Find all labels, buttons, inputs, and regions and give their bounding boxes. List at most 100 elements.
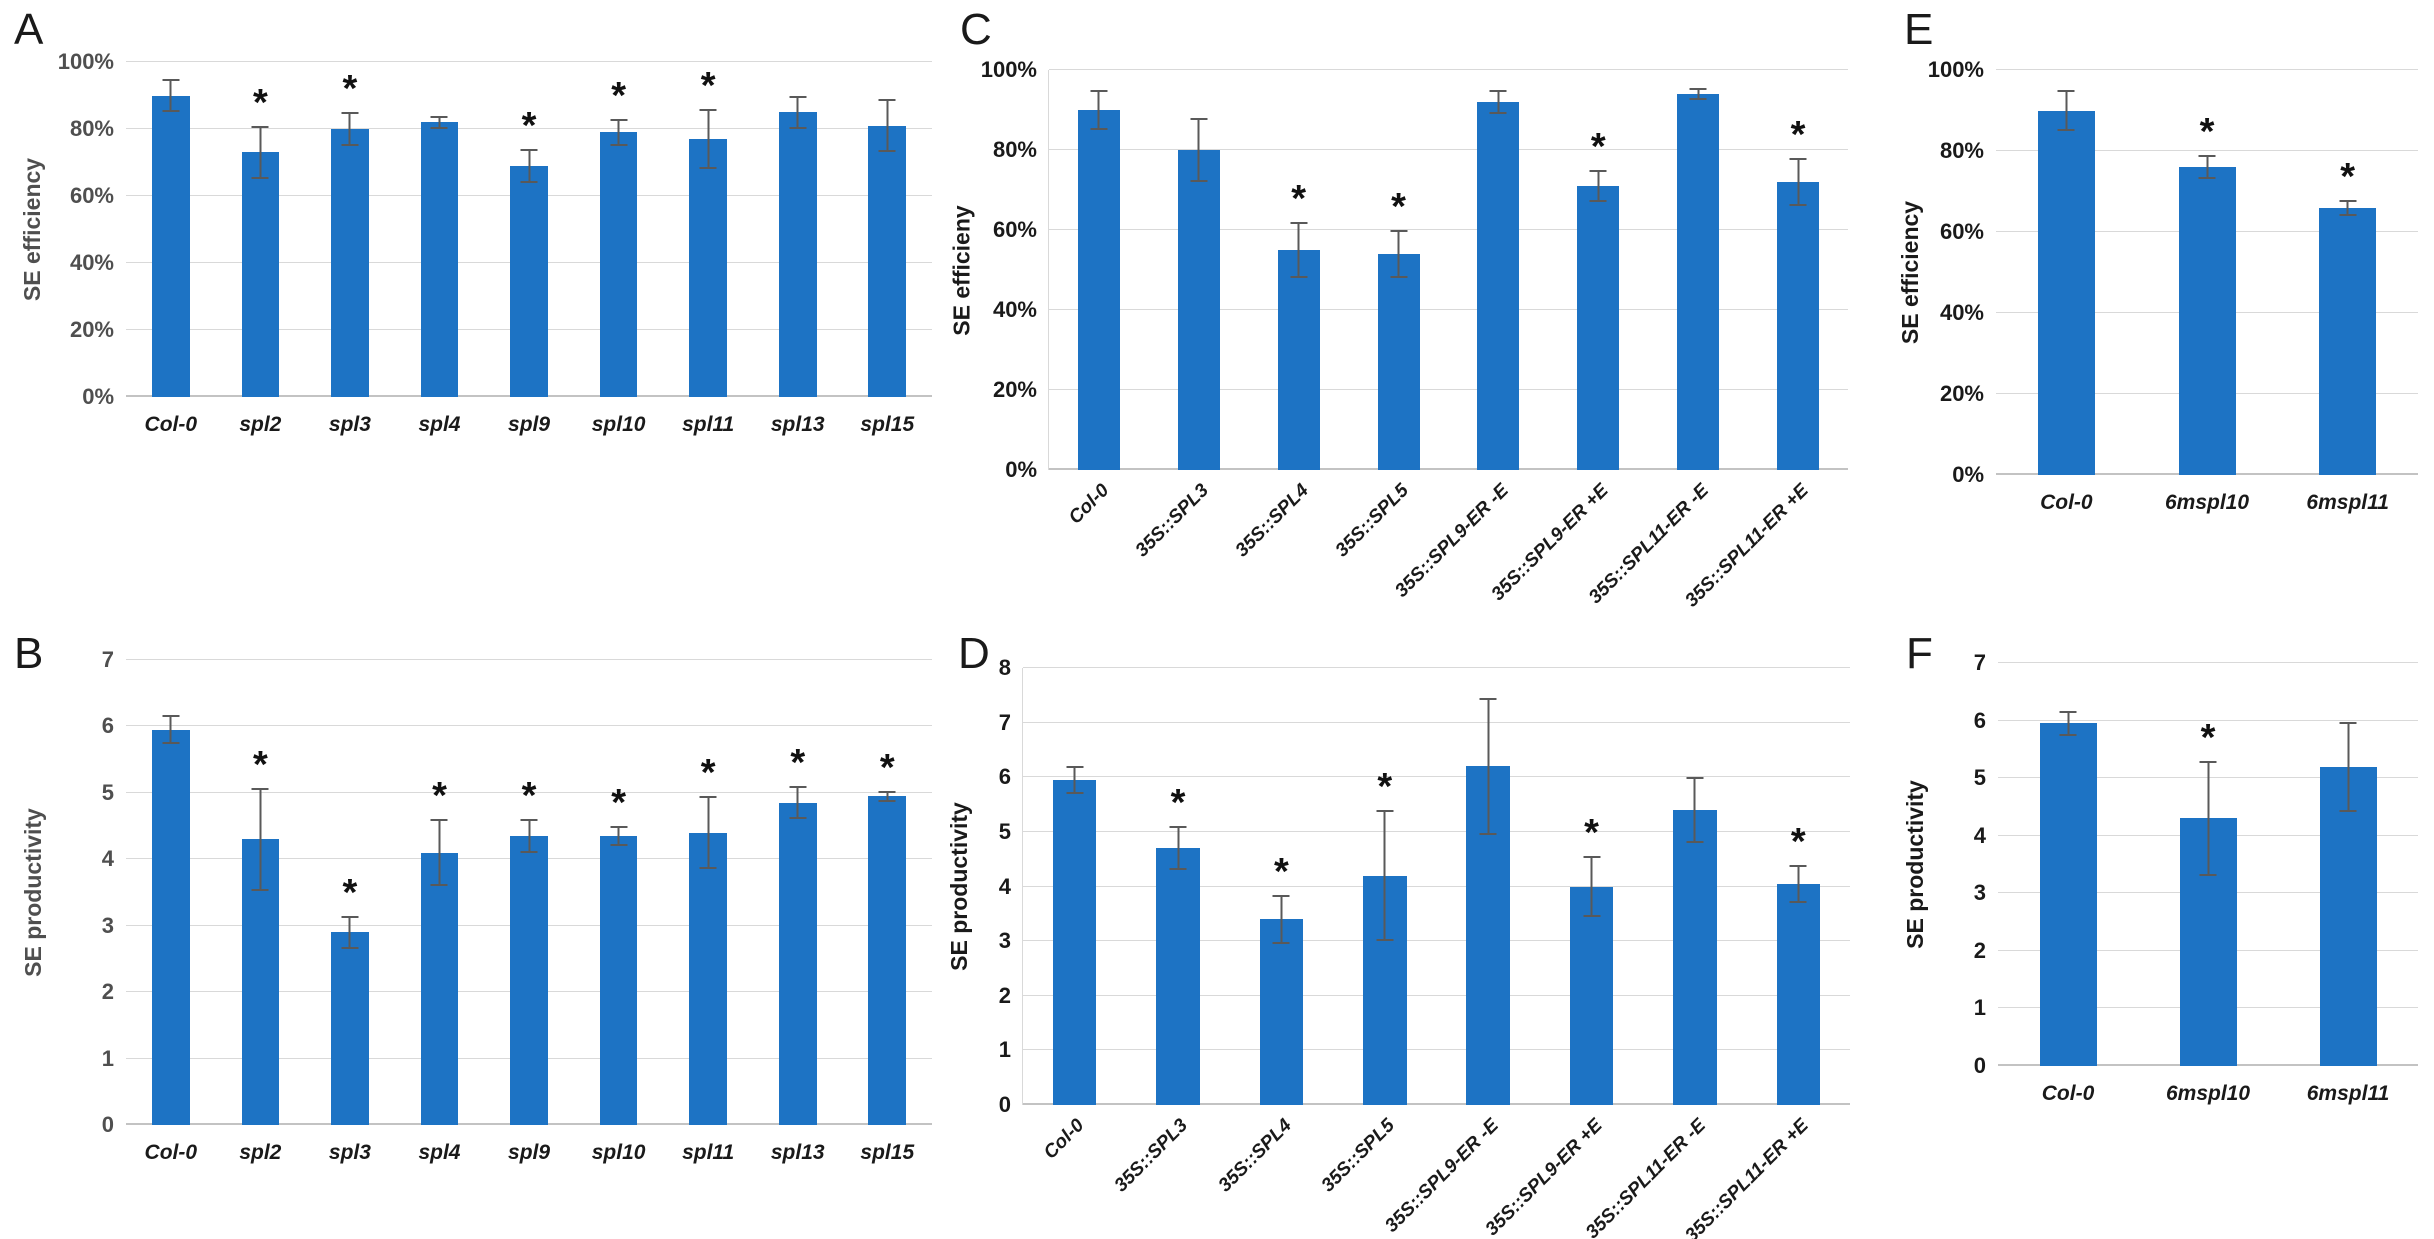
bar-slot-Col-0 xyxy=(1023,668,1126,1105)
error-bar-Col-0 xyxy=(1090,90,1108,130)
gridline xyxy=(1998,662,2418,663)
x-label-slot: spl4 xyxy=(395,413,485,437)
x-axis-label-6mspl11: 6mspl11 xyxy=(2306,491,2389,514)
x-axis-label-6mspl11: 6mspl11 xyxy=(2306,1082,2390,1105)
y-tick-label: 0% xyxy=(1005,457,1037,482)
panel-B-se-productivity: B SE productivity 0 1 2 3 4 5 6 7 * * * * * * * * Col-0… xyxy=(0,620,940,1239)
x-axis-label-spl15: spl15 xyxy=(860,1141,915,1164)
significance-star-spl13: * xyxy=(790,742,806,785)
bar-slot-spl13 xyxy=(753,62,843,397)
error-bar-line xyxy=(707,796,710,870)
bar-35S::SPL11-ER -E xyxy=(1677,94,1720,470)
bar-slot-spl15: * xyxy=(843,660,933,1125)
error-bar-Col-0 xyxy=(2057,90,2075,131)
x-axis-label-spl4: spl4 xyxy=(418,413,461,436)
error-bar-35S::SPL11-ER -E xyxy=(1686,777,1704,843)
significance-star-spl10: * xyxy=(611,74,626,117)
bar-Col-0 xyxy=(151,729,190,1125)
y-tick-label: 80% xyxy=(992,137,1037,162)
x-label-slot: spl2 xyxy=(216,1141,306,1165)
error-bar-line xyxy=(528,819,531,853)
error-bar-spl10 xyxy=(610,826,628,846)
error-bar-35S::SPL3 xyxy=(1169,826,1187,871)
error-bar-line xyxy=(617,826,620,846)
y-tick-label: 0 xyxy=(101,1112,114,1137)
x-label-slot: spl11 xyxy=(663,413,753,437)
x-label-slot: 35S::SPL4 xyxy=(1214,1105,1333,1239)
bar-spl3 xyxy=(331,932,369,1125)
x-label-slot: spl10 xyxy=(574,413,664,437)
error-bar-spl13 xyxy=(789,95,807,129)
error-bar-line xyxy=(1197,118,1200,182)
panel-label-E: E xyxy=(1904,5,1934,54)
bar-spl13 xyxy=(778,802,817,1125)
error-bar-line xyxy=(1177,826,1180,871)
gridline xyxy=(1049,229,1848,230)
error-bar-spl11 xyxy=(699,796,717,870)
error-bar-spl13 xyxy=(789,786,807,820)
error-bar-line xyxy=(1697,88,1700,100)
y-tick-label: 1 xyxy=(998,1037,1011,1063)
bar-slot-spl3: * xyxy=(305,62,395,397)
error-bar-35S::SPL4 xyxy=(1290,222,1308,278)
y-tick-label: 40% xyxy=(1939,300,1984,325)
chart-A: SE efficiency 0% 20% 40% 60% 80% 100% * * * * * Co… xyxy=(0,49,940,437)
error-bar-35S::SPL11-ER -E xyxy=(1689,88,1707,100)
error-bar-spl9 xyxy=(520,819,538,853)
error-bar-Col-0 xyxy=(2059,710,2077,737)
y-axis-title-D: SE productivity xyxy=(942,668,976,1105)
error-bar-line xyxy=(348,112,351,146)
gridline xyxy=(1996,69,2418,70)
bar-slot-35S::SPL3: * xyxy=(1126,668,1229,1105)
error-bar-35S::SPL4 xyxy=(1272,894,1290,945)
significance-star-35S::SPL5: * xyxy=(1391,186,1406,228)
significance-star-spl2: * xyxy=(252,81,268,124)
plot-area-E: 0% 20% 40% 60% 80% 100% * * xyxy=(1928,57,2418,487)
error-bar-line xyxy=(1797,864,1800,903)
x-label-slot: 35S::SPL11-ER +E xyxy=(1682,1105,1851,1239)
plot-area-A: 0% 20% 40% 60% 80% 100% * * * * * xyxy=(58,49,932,409)
panel-D-se-productivity-overexpression: D SE productivity 0 1 2 3 4 5 6 7 8 * * * * * Col-0 35… xyxy=(940,620,1890,1239)
x-label-slot: spl3 xyxy=(305,1141,395,1165)
bars-container: * * xyxy=(1996,70,2418,475)
bar-slot-spl3: * xyxy=(305,660,395,1125)
error-bar-line xyxy=(796,786,799,820)
gridline xyxy=(1023,885,1850,887)
plot-column-E: 0% 20% 40% 60% 80% 100% * * Col-0 6mspl10 6mspl11 xyxy=(1928,57,2418,515)
y-tick-label: 60% xyxy=(1939,219,1984,244)
error-bar-line xyxy=(1297,222,1300,278)
x-axis-label-spl2: spl2 xyxy=(239,413,282,436)
plot-column-D: 0 1 2 3 4 5 6 7 8 * * * * * Col-0 35S::SPL3 35S::SPL4 35… xyxy=(999,655,1851,1239)
bar-6mspl10 xyxy=(2178,167,2236,475)
error-bar-Col-0 xyxy=(1066,766,1084,794)
bar-spl9 xyxy=(510,165,548,397)
gridline xyxy=(1049,149,1848,150)
bar-slot-35S::SPL9-ER -E xyxy=(1449,70,1549,470)
error-bar-line xyxy=(707,108,710,170)
y-tick-label: 100% xyxy=(980,57,1037,82)
x-label-slot: 35S::SPL3 xyxy=(1111,1105,1230,1239)
y-tick-label: 1 xyxy=(101,1045,114,1071)
error-bar-6mspl11 xyxy=(2339,721,2357,812)
error-bar-spl15 xyxy=(878,98,896,153)
panel-label-C: C xyxy=(960,5,992,54)
error-bar-line xyxy=(2207,760,2209,877)
plot-area-F: 0 1 2 3 4 5 6 7 * xyxy=(1974,650,2418,1078)
y-tick-label: 40% xyxy=(992,297,1037,322)
y-tick-label: 6 xyxy=(101,713,114,739)
x-axis-labels-E: Col-0 6mspl10 6mspl11 xyxy=(1996,475,2418,515)
y-tick-label: 40% xyxy=(69,250,114,275)
error-bar-spl2 xyxy=(251,787,269,892)
significance-star-35S::SPL9-ER +E: * xyxy=(1590,126,1606,168)
y-axis-title-E: SE efficiency xyxy=(1892,70,1930,475)
bar-35S::SPL4 xyxy=(1259,919,1304,1105)
significance-star-spl10: * xyxy=(611,782,626,825)
error-bar-spl11 xyxy=(699,108,717,170)
x-label-slot: 6mspl10 xyxy=(2137,491,2278,515)
error-bar-line xyxy=(1797,158,1800,206)
y-tick-label: 4 xyxy=(998,873,1011,899)
x-axis-labels-B: Col-0 spl2 spl3 spl4 spl9 spl10 spl11 spl13 spl1… xyxy=(126,1125,932,1165)
y-tick-label: 0% xyxy=(1952,462,1984,487)
x-axis-label-spl13: spl13 xyxy=(770,413,825,436)
bar-slot-35S::SPL11-ER +E: * xyxy=(1747,668,1850,1105)
